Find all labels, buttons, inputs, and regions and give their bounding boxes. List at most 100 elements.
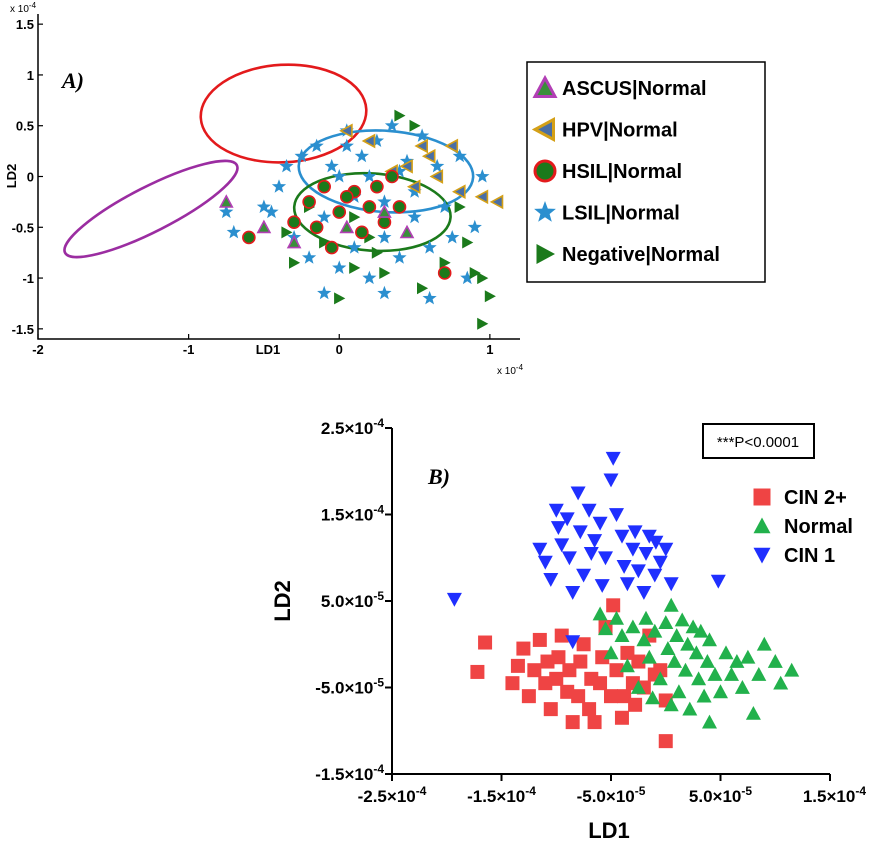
point-hpv-normal <box>399 158 413 174</box>
point-cin-2 <box>604 689 618 704</box>
y-tick-label: 1 <box>27 68 34 83</box>
point-cin-2 <box>609 663 624 678</box>
point-cin-1 <box>619 577 635 592</box>
point-hpv-normal <box>444 138 459 154</box>
point-hpv-normal <box>421 148 436 164</box>
point-normal <box>682 701 698 716</box>
y-tick-label: 0.5 <box>16 119 34 134</box>
point-lsil-normal <box>226 224 241 239</box>
point-cin-2 <box>628 697 643 712</box>
y-tick-label: -5.0×10-5 <box>315 676 384 698</box>
point-hsil-normal <box>377 215 392 230</box>
point-normal <box>740 649 756 664</box>
chart-a-xlabel: LD1 <box>256 342 281 357</box>
point-negative-normal <box>477 272 489 285</box>
x-tick-label: -2 <box>32 342 44 357</box>
y-tick-label: -1.5 <box>12 322 34 337</box>
point-hsil-normal <box>317 179 331 194</box>
point-hpv-normal <box>361 133 376 149</box>
point-cin-2 <box>551 650 566 665</box>
chart-a-legend-box <box>526 61 766 283</box>
legend-label-normal: Normal <box>784 516 853 538</box>
point-cin-1 <box>663 577 679 592</box>
chart-a: -2 -1 0 1 1.5 1 0.5 0 -0.5 -1 -1.5 x 10-4 x 10-4 L… <box>4 1 766 377</box>
point-normal <box>699 654 715 668</box>
point-negative-normal <box>319 236 331 249</box>
point-ascus-normal <box>377 204 392 218</box>
point-negative-normal <box>349 211 361 224</box>
point-lsil-normal <box>219 204 234 219</box>
point-normal <box>663 597 679 612</box>
point-normal <box>734 680 750 694</box>
chart-b-xlabel: LD1 <box>588 818 630 843</box>
y-tick-label: 2.5×10-4 <box>321 416 384 438</box>
point-lsil-normal <box>445 230 460 244</box>
point-lsil-normal <box>475 169 490 183</box>
point-cin-1 <box>592 516 608 531</box>
y-tick-label: 1.5×10-4 <box>321 503 384 525</box>
point-normal <box>645 690 661 705</box>
point-negative-normal <box>379 267 391 279</box>
point-cin-2 <box>516 641 531 656</box>
chart-a-legend: ASCUS|Normal HPV|Normal HSIL|Normal LSIL|No… <box>531 74 720 266</box>
chart-a-axes <box>37 14 520 340</box>
point-cin-2 <box>543 702 558 717</box>
point-lsil-normal <box>264 204 279 219</box>
point-negative-normal <box>289 256 301 269</box>
point-cin-2 <box>549 671 564 686</box>
point-negative-normal <box>409 119 421 132</box>
point-negative-normal <box>439 256 451 269</box>
point-cin-2 <box>510 658 525 673</box>
point-cin-2 <box>587 715 602 730</box>
point-cin-1 <box>609 508 624 522</box>
point-negative-normal <box>371 246 383 259</box>
legend-marker-normal <box>753 517 771 534</box>
x-tick-label: -5.0×10-5 <box>577 784 646 806</box>
point-cin-1 <box>559 512 575 527</box>
point-normal <box>598 621 613 636</box>
point-cin-2 <box>573 654 588 669</box>
chart-b-annotation-box <box>702 423 815 459</box>
point-lsil-normal <box>332 169 347 183</box>
point-lsil-normal <box>467 219 482 234</box>
point-normal <box>603 645 619 660</box>
point-normal <box>693 623 709 638</box>
point-hsil-normal <box>242 230 256 245</box>
point-cin-2 <box>653 663 668 678</box>
chart-b-ylabel: LD2 <box>270 580 295 622</box>
point-normal <box>678 662 693 677</box>
point-lsil-normal <box>317 285 332 300</box>
legend-marker-cin-1 <box>753 547 771 564</box>
point-negative-normal <box>484 290 496 303</box>
point-normal <box>669 628 685 642</box>
point-cin-1 <box>587 534 603 548</box>
chart-b-ticks: -2.5×10-4 -1.5×10-4 -5.0×10-5 5.0×10-5 1.5×1… <box>315 416 866 806</box>
point-hsil-normal <box>287 215 301 230</box>
legend-marker-hsil-normal <box>533 159 557 183</box>
point-normal <box>691 671 707 686</box>
point-hpv-normal <box>339 123 353 139</box>
point-cin-1 <box>543 573 559 587</box>
point-negative-normal <box>334 292 346 305</box>
point-lsil-normal <box>324 158 339 173</box>
point-lsil-normal <box>422 290 437 305</box>
point-lsil-normal <box>256 199 271 213</box>
ellipse-negative-normal <box>292 171 452 253</box>
point-cin-2 <box>658 734 673 749</box>
point-normal <box>630 680 646 694</box>
point-cin-1 <box>598 551 613 566</box>
chart-a-ticks: -2 -1 0 1 1.5 1 0.5 0 -0.5 -1 -1.5 <box>12 17 494 357</box>
point-cin-2 <box>540 654 555 669</box>
point-cin-1 <box>572 525 588 540</box>
point-normal <box>696 688 712 703</box>
point-normal <box>647 623 663 638</box>
point-lsil-normal <box>294 148 309 163</box>
chart-a-points <box>218 109 504 330</box>
chart-a-y-multiplier: x 10-4 <box>10 1 37 15</box>
point-cin-1 <box>603 473 619 488</box>
point-hpv-normal <box>414 138 429 154</box>
point-cin-2 <box>532 632 547 647</box>
point-lsil-normal <box>339 138 354 153</box>
point-cin-1 <box>614 529 630 544</box>
point-lsil-normal <box>362 169 377 183</box>
